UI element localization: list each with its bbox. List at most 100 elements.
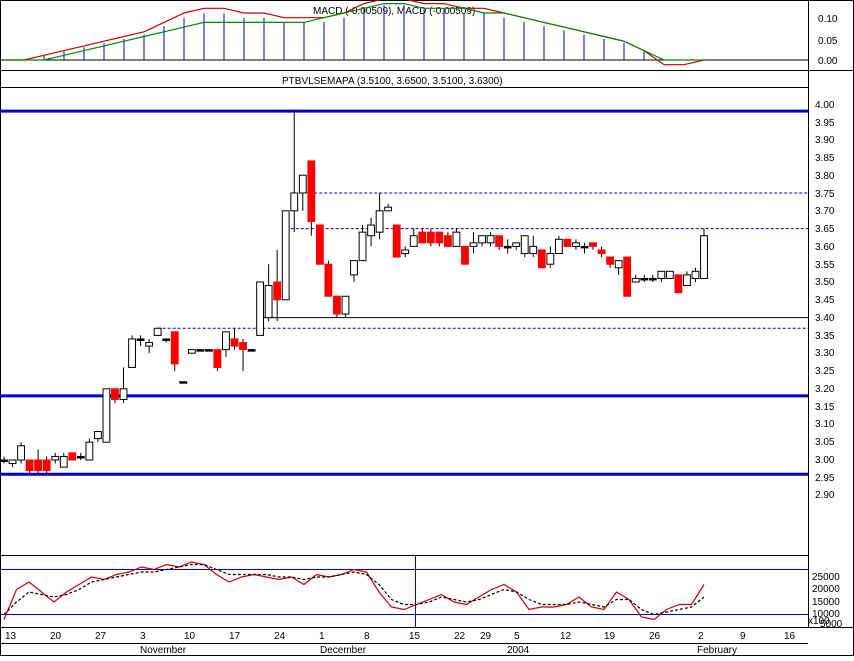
day-tick-label: 3 <box>140 631 146 642</box>
candle <box>401 246 410 258</box>
candle-body <box>623 256 632 297</box>
macd-tick-label: 0.05 <box>818 36 838 47</box>
candle-body <box>546 253 555 265</box>
candle <box>469 232 478 254</box>
candle-body <box>51 455 60 461</box>
candle-body <box>0 459 8 462</box>
volume-tick-label: 10000 <box>812 609 840 620</box>
candle-body <box>187 349 196 354</box>
candle <box>418 228 427 244</box>
candle-body <box>111 388 119 400</box>
day-tick-label: 29 <box>480 631 492 642</box>
candle-body <box>674 274 683 294</box>
day-tick-label: 10 <box>184 631 196 642</box>
candle <box>102 388 111 443</box>
price-tick-label: 3.25 <box>815 366 835 377</box>
candle-body <box>170 331 179 365</box>
candle-body <box>196 349 205 352</box>
day-tick-label: 2 <box>698 631 704 642</box>
candle <box>128 335 136 368</box>
volume-y-axis: 25000 20000 15000 10000 5000 <box>812 572 843 630</box>
candle <box>648 274 657 282</box>
candle-body <box>162 338 171 341</box>
candle-body <box>648 277 657 281</box>
candle-body <box>640 277 649 281</box>
candle <box>247 349 256 352</box>
volume-tick-label: 5000 <box>820 619 843 630</box>
macd-title: MACD (-0.00509), MACD (-0.00509) <box>313 6 475 17</box>
candle-body <box>657 270 666 279</box>
candle-body <box>384 206 393 212</box>
candle <box>17 442 25 464</box>
candle-body <box>213 349 222 368</box>
candle-body <box>102 388 111 443</box>
price-tick-label: 3.10 <box>815 419 835 430</box>
day-tick-label: 8 <box>364 631 370 642</box>
candle <box>111 388 119 404</box>
candle <box>273 249 282 322</box>
candle-body <box>503 245 512 249</box>
price-title: PTBVLSEMAPA (3.5100, 3.6500, 3.5100, 3.6… <box>282 76 503 87</box>
candle-body <box>239 342 247 351</box>
candle <box>520 235 529 258</box>
candle-body <box>401 249 410 255</box>
candle <box>333 295 341 318</box>
candle-body <box>691 270 700 279</box>
day-tick-label: 1 <box>319 631 325 642</box>
candle <box>187 349 196 354</box>
candle <box>589 242 597 250</box>
price-tick-label: 3.85 <box>815 153 835 164</box>
candle <box>563 238 572 247</box>
candle-body <box>68 452 77 461</box>
day-tick-label: 20 <box>50 631 62 642</box>
candle-body <box>247 349 256 352</box>
candle <box>76 452 85 460</box>
candle-body <box>367 224 375 237</box>
candle <box>384 203 393 212</box>
candle <box>409 228 418 247</box>
candle-body <box>418 231 427 244</box>
candle-body <box>256 281 265 336</box>
candle-body <box>290 192 299 212</box>
candle-body <box>563 238 572 247</box>
candle-body <box>452 231 461 247</box>
candle-body <box>281 210 290 301</box>
volume-plot <box>3 561 705 621</box>
candle <box>51 452 60 464</box>
volume-series-line <box>3 561 705 621</box>
candle <box>572 239 580 250</box>
candle-body <box>93 431 102 440</box>
candle <box>665 270 674 279</box>
candle <box>623 256 632 297</box>
candle <box>700 228 708 279</box>
macd-y-axis: 0.10 0.05 0.00 <box>818 14 838 67</box>
price-tick-label: 3.35 <box>815 331 835 342</box>
candle <box>358 225 367 262</box>
candle <box>486 232 495 247</box>
candle-body <box>145 342 154 347</box>
candle-body <box>264 285 273 319</box>
candle <box>264 264 273 322</box>
candle-body <box>529 245 538 255</box>
candle <box>324 260 333 297</box>
candle-body <box>350 260 358 276</box>
day-tick-label: 12 <box>560 631 572 642</box>
month-label: November <box>140 645 187 656</box>
candle <box>213 349 222 371</box>
candle <box>59 452 68 468</box>
month-label: February <box>697 645 737 656</box>
day-tick-label: 16 <box>784 631 796 642</box>
candle <box>0 456 8 464</box>
candle-body <box>495 235 504 247</box>
candle <box>341 295 350 318</box>
candle-body <box>42 459 51 472</box>
price-tick-label: 3.05 <box>815 437 835 448</box>
candle-body <box>34 459 43 472</box>
candle-body <box>222 331 230 351</box>
candle <box>196 349 205 352</box>
macd-tick-label: 0.00 <box>818 56 838 67</box>
volume-tick-label: 20000 <box>812 584 840 595</box>
candle <box>443 232 452 247</box>
candle-body <box>512 242 521 247</box>
